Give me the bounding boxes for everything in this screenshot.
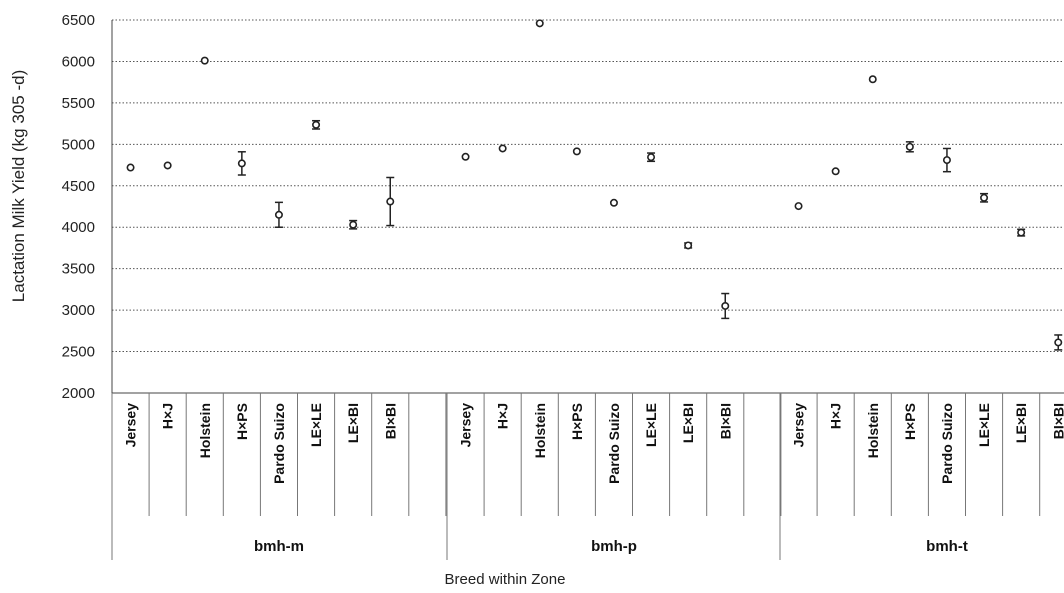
category-label: BI×BI <box>717 403 733 439</box>
data-point <box>1017 228 1026 237</box>
category-label: H×J <box>828 403 844 429</box>
data-point <box>572 147 581 156</box>
category-label: Pardo Suizo <box>606 403 622 484</box>
category-label: BI×BI <box>1050 403 1064 439</box>
data-point <box>349 220 358 229</box>
category-label: Jersey <box>458 403 474 448</box>
data-point <box>126 163 135 172</box>
y-tick-label: 3500 <box>62 261 95 278</box>
category-label: Holstein <box>532 403 548 458</box>
y-axis-title: Lactation Milk Yield (kg 305 -d) <box>9 70 28 302</box>
grid-lines <box>112 19 1064 394</box>
data-point <box>868 75 877 84</box>
data-point <box>905 142 914 151</box>
category-label: LE×LE <box>976 403 992 447</box>
data-point <box>461 152 470 161</box>
y-tick-label: 6500 <box>62 12 95 29</box>
y-tick-label: 4500 <box>62 178 95 195</box>
data-point <box>721 301 730 310</box>
category-label: Pardo Suizo <box>939 403 955 484</box>
category-label: Holstein <box>865 403 881 458</box>
x-axis-categories: bmh-m Jersey H×J Holstein H×PS Pardo Suizo LE×… <box>111 392 1064 560</box>
data-point <box>312 120 321 129</box>
data-point <box>163 161 172 170</box>
data-point <box>274 210 283 219</box>
data-point <box>609 198 618 207</box>
category-label: Jersey <box>791 403 807 448</box>
y-axis: 2000 2500 3000 3500 4000 4500 5000 5500 6000 6500 <box>62 12 113 402</box>
y-tick-label: 2000 <box>62 385 95 402</box>
category-label: H×PS <box>569 403 585 440</box>
category-label: Holstein <box>197 403 213 458</box>
data-point <box>237 159 246 168</box>
data-point <box>942 156 951 165</box>
category-label: Jersey <box>123 403 139 448</box>
data-point <box>535 19 544 28</box>
category-label: LE×LE <box>308 403 324 447</box>
category-label: LE×BI <box>1013 403 1029 443</box>
zone-label: bmh-m <box>254 538 304 555</box>
data-point <box>386 197 395 206</box>
x-axis-title: Breed within Zone <box>445 571 566 588</box>
y-tick-label: 5500 <box>62 95 95 112</box>
category-label: H×J <box>160 403 176 429</box>
data-point <box>831 167 840 176</box>
data-point <box>980 193 989 202</box>
data-point <box>794 202 803 211</box>
zone-label: bmh-t <box>926 538 968 555</box>
y-tick-label: 2500 <box>62 344 95 361</box>
category-label: BI×BI <box>382 403 398 439</box>
category-label: Pardo Suizo <box>271 403 287 484</box>
y-tick-label: 3000 <box>62 302 95 319</box>
data-point <box>200 56 209 65</box>
category-label: H×J <box>495 403 511 429</box>
y-tick-label: 4000 <box>62 219 95 236</box>
data-point <box>684 241 693 250</box>
data-point <box>1054 338 1063 347</box>
category-label: LE×LE <box>643 403 659 447</box>
category-label: LE×BI <box>680 403 696 443</box>
data-point <box>647 153 656 162</box>
category-label: LE×BI <box>345 403 361 443</box>
category-label: H×PS <box>902 403 918 440</box>
data-point <box>498 144 507 153</box>
y-tick-label: 5000 <box>62 136 95 153</box>
category-label: H×PS <box>234 403 250 440</box>
data-points <box>126 19 1063 351</box>
zone-label: bmh-p <box>591 538 637 555</box>
y-tick-label: 6000 <box>62 53 95 70</box>
